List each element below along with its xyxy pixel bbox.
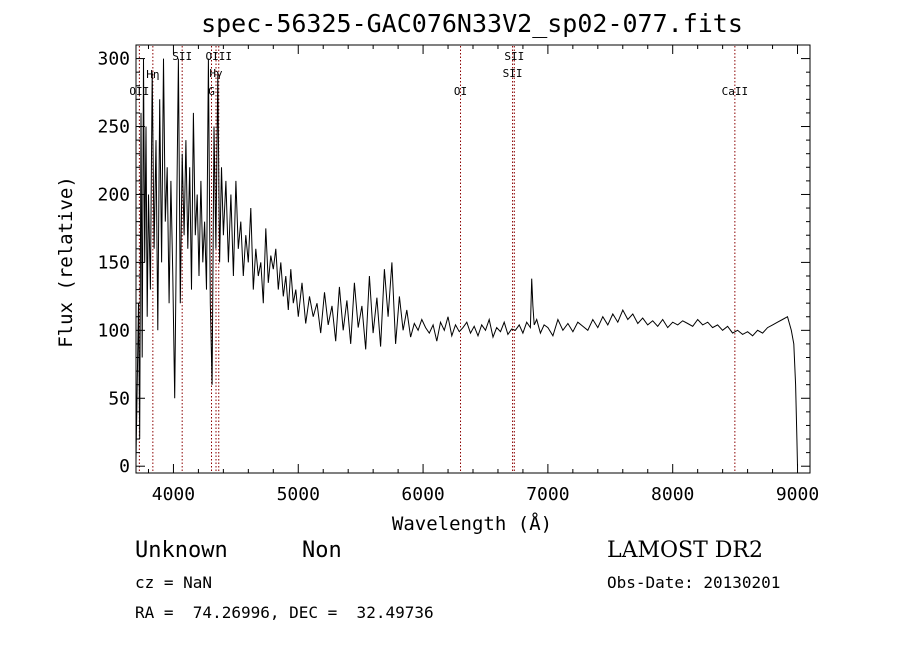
x-axis: 4000 5000 6000 7000 8000 9000 (147, 45, 819, 505)
y-tick-label: 150 (97, 252, 130, 273)
plot-frame (135, 44, 811, 474)
line-marker-label: OI (454, 85, 467, 98)
x-tick-label: 4000 (152, 484, 195, 505)
coordinates: RA = 74.26996, DEC = 32.49736 (135, 603, 434, 622)
survey-name: LAMOST DR2 (607, 538, 763, 563)
x-axis-label: Wavelength (Å) (392, 512, 552, 535)
y-tick-label: 100 (97, 320, 130, 341)
y-tick-label: 200 (97, 184, 130, 205)
y-tick-label: 50 (108, 388, 130, 409)
y-axis-label: Flux (relative) (55, 176, 77, 348)
line-marker-label: Hη (146, 68, 159, 81)
y-tick-label: 0 (119, 456, 130, 477)
spectrum-line (135, 58, 798, 467)
line-marker-label: SII (503, 67, 523, 80)
line-marker-label: CaII (722, 85, 749, 98)
line-marker-label: Hγ (209, 67, 223, 80)
chart-title: spec-56325-GAC076N33V2_sp02-077.fits (201, 9, 743, 38)
line-marker-label: SII (172, 50, 192, 63)
x-tick-label: 6000 (401, 484, 444, 505)
object-subclass: Non (302, 538, 342, 563)
line-marker-label: SII (504, 50, 524, 63)
line-marker-label: OII (129, 85, 149, 98)
emission-line-markers: OII Hη SII G Hγ OIII OI SII SII CaII (129, 46, 748, 472)
y-tick-label: 250 (97, 117, 130, 138)
x-tick-label: 5000 (277, 484, 320, 505)
x-tick-label: 9000 (776, 484, 819, 505)
y-tick-label: 300 (97, 49, 130, 70)
line-marker-label: G (208, 85, 215, 98)
x-tick-label: 8000 (651, 484, 694, 505)
object-class: Unknown (135, 538, 228, 563)
y-axis: 0 50 100 150 200 250 300 (97, 49, 810, 477)
x-tick-label: 7000 (526, 484, 569, 505)
observation-date: Obs-Date: 20130201 (607, 573, 781, 592)
line-marker-label: OIII (206, 50, 233, 63)
redshift-cz: cz = NaN (135, 573, 213, 592)
